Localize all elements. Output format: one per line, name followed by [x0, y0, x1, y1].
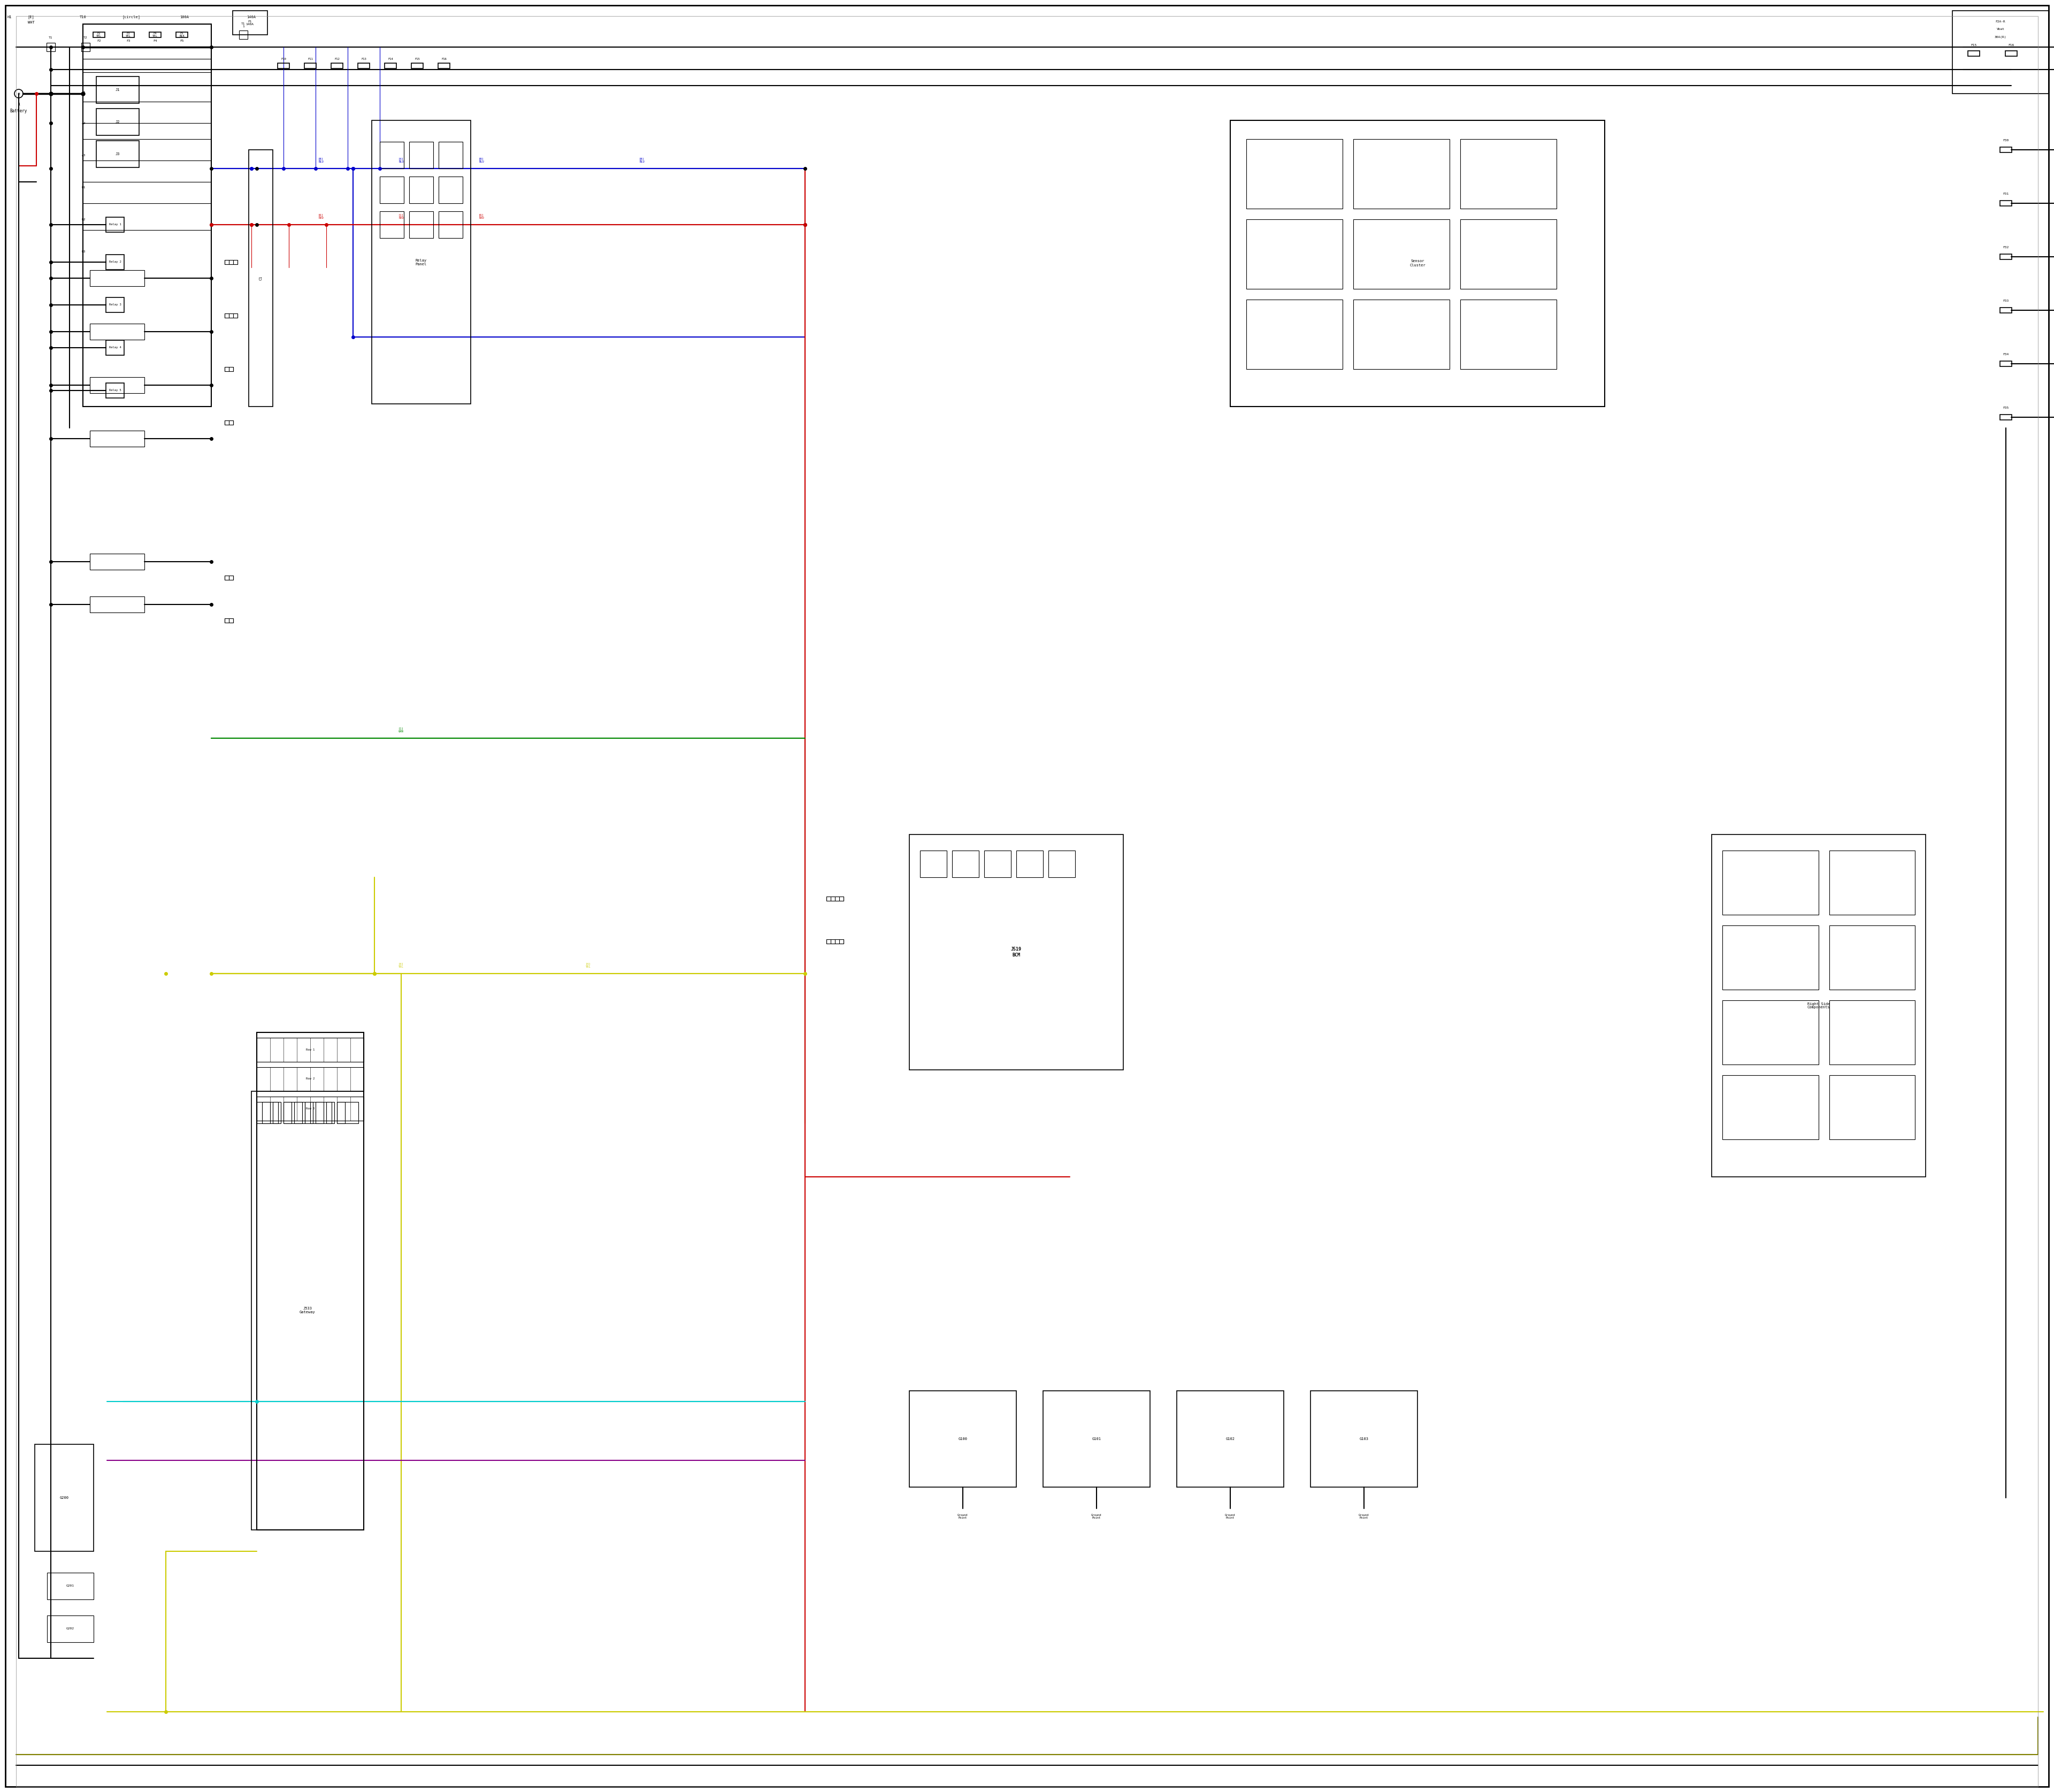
Text: 100A: 100A [181, 16, 189, 18]
Text: G103: G103 [1360, 1437, 1368, 1441]
Bar [263, 1102, 271, 1124]
Bar [2005, 50, 2017, 56]
Bar [283, 1102, 292, 1124]
Bar [304, 63, 316, 68]
Text: F4: F4 [154, 39, 156, 43]
Text: H1: H1 [8, 16, 12, 18]
Bar [1177, 1391, 1284, 1487]
Bar [90, 430, 144, 446]
Bar [107, 297, 123, 312]
Bar [1230, 120, 1604, 407]
Text: J1: J1 [115, 88, 119, 91]
Bar [97, 109, 140, 136]
Text: T10: T10 [80, 16, 86, 18]
Bar [2001, 201, 2011, 206]
Bar [90, 554, 144, 570]
Text: G200: G200 [60, 1496, 68, 1500]
Text: F3: F3 [127, 39, 129, 43]
Bar [826, 896, 844, 901]
Text: [E]: [E] [27, 16, 35, 20]
Text: F5
BLK: F5 BLK [179, 32, 185, 38]
Text: [B]
BLU: [B] BLU [318, 158, 325, 163]
Bar [380, 177, 405, 202]
Text: Relay 5: Relay 5 [109, 389, 121, 392]
Text: Vbat: Vbat [1996, 29, 2005, 30]
Bar [177, 32, 187, 38]
Text: F10: F10 [281, 57, 286, 61]
Bar [1968, 50, 1980, 56]
Bar [384, 63, 396, 68]
Bar [337, 1102, 357, 1124]
Text: 140A: 140A [246, 16, 257, 18]
Bar [107, 340, 123, 355]
Text: F1
140A: F1 140A [246, 20, 255, 25]
Text: Ground
Point: Ground Point [1224, 1514, 1234, 1520]
Bar [123, 32, 134, 38]
Text: [4]
YEL: [4] YEL [585, 962, 592, 968]
Bar [294, 1102, 302, 1124]
Text: F12: F12 [335, 57, 339, 61]
Bar [35, 1444, 94, 1552]
Bar [1460, 219, 1557, 289]
Text: F32: F32 [2003, 246, 2009, 249]
Bar [984, 851, 1011, 878]
Bar [82, 23, 212, 407]
Text: F5: F5 [181, 39, 185, 43]
Text: Ground
Point: Ground Point [957, 1514, 967, 1520]
Text: B2: B2 [82, 219, 86, 220]
Bar [357, 63, 370, 68]
Bar [1354, 140, 1450, 208]
Bar [380, 142, 405, 168]
Bar [409, 177, 433, 202]
Text: J3: J3 [115, 152, 119, 156]
Bar [1354, 219, 1450, 289]
Bar [1711, 835, 1927, 1177]
Bar [82, 43, 90, 52]
Text: Ground
Point: Ground Point [1360, 1514, 1370, 1520]
Bar [90, 597, 144, 613]
Bar [2001, 308, 2011, 314]
Bar [90, 324, 144, 340]
Text: F2
YEL: F2 YEL [97, 32, 101, 38]
Bar [1310, 1391, 1417, 1487]
Text: F35: F35 [2003, 407, 2009, 409]
Text: F13: F13 [362, 57, 366, 61]
Bar [97, 77, 140, 104]
Text: Row 2: Row 2 [306, 1077, 314, 1081]
Text: A1: A1 [82, 91, 86, 93]
Bar [283, 1102, 304, 1124]
Text: F2A-R: F2A-R [1996, 20, 2005, 23]
Text: WHT: WHT [27, 22, 35, 23]
Bar [1460, 299, 1557, 369]
Text: G100: G100 [959, 1437, 967, 1441]
Text: F3
YEL: F3 YEL [125, 32, 131, 38]
Bar [257, 1032, 364, 1530]
Bar [251, 1091, 364, 1530]
Text: T2: T2 [84, 36, 88, 39]
Text: G102: G102 [1226, 1437, 1234, 1441]
Bar [224, 314, 238, 317]
Bar [316, 1102, 325, 1124]
Bar [2001, 147, 2011, 152]
Bar [331, 63, 343, 68]
Bar [107, 383, 123, 398]
Bar [224, 260, 238, 263]
Text: A3: A3 [82, 154, 86, 156]
Text: [4]
BLU: [4] BLU [398, 158, 405, 163]
Bar [47, 1573, 94, 1600]
Text: Row 3: Row 3 [306, 1107, 314, 1109]
Bar [1723, 1075, 1818, 1140]
Text: [B]
BLU: [B] BLU [639, 158, 645, 163]
Text: +: + [16, 91, 21, 97]
Bar [2001, 360, 2011, 366]
Text: F15: F15 [1970, 45, 1976, 47]
Text: F16: F16 [2009, 45, 2015, 47]
Text: 1: 1 [18, 102, 21, 106]
Bar [257, 1097, 364, 1120]
Text: T1: T1 [49, 36, 53, 39]
Bar [277, 63, 290, 68]
Bar [249, 151, 273, 407]
Bar [327, 1102, 335, 1124]
Bar [411, 63, 423, 68]
Text: Relay 1: Relay 1 [109, 224, 121, 226]
